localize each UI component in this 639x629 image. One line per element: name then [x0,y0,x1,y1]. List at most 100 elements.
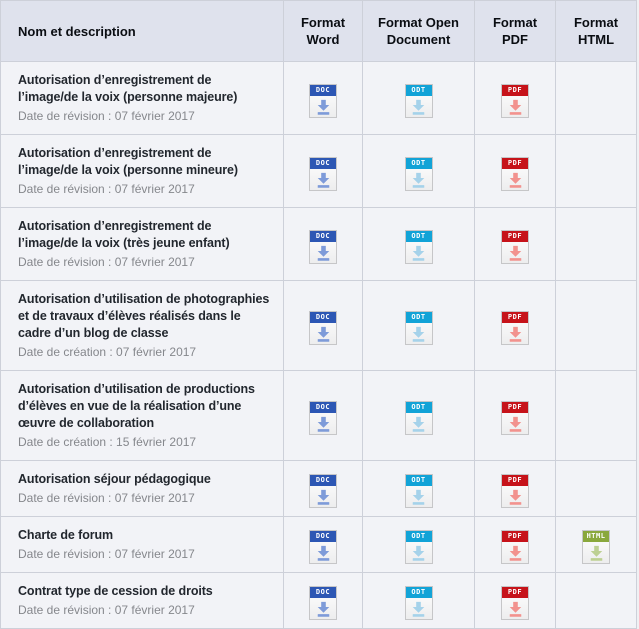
odt-badge: ODT [405,587,432,598]
cell-format-word: DOC [283,516,363,573]
odt-badge: ODT [405,84,432,96]
download-odt-icon[interactable]: ODT [404,401,433,435]
download-arrow-icon [412,416,425,432]
doc-badge: DOC [310,230,336,242]
table-row: Charte de forum Date de révision : 07 fé… [0,516,637,573]
download-pdf-icon[interactable]: PDF [501,83,529,118]
table-row: Contrat type de cession de droits Date d… [0,572,637,629]
document-title: Autorisation d’utilisation de photograph… [18,292,270,340]
document-date: Date de révision : 07 février 2017 [18,603,195,617]
download-doc-icon[interactable]: DOC [309,401,337,435]
cell-format-word: DOC [283,61,363,135]
download-odt-icon[interactable]: ODT [404,474,433,508]
document-name-cell: Autorisation d’utilisation de photograph… [0,280,284,371]
document-name-cell: Contrat type de cession de droits Date d… [0,572,284,629]
download-doc-icon[interactable]: DOC [309,474,337,508]
download-doc-icon[interactable]: DOC [309,311,337,345]
download-arrow-icon [412,172,425,188]
table-row: Autorisation d’enregistrement de l’image… [0,207,637,281]
document-date: Date de création : 15 février 2017 [18,435,197,449]
download-odt-icon[interactable]: ODT [404,586,433,620]
column-header-open-document: Format Open Document [362,0,475,62]
document-date: Date de révision : 07 février 2017 [18,182,195,196]
download-html-icon[interactable]: HTML [582,530,610,564]
download-doc-icon[interactable]: DOC [309,586,337,620]
download-doc-icon[interactable]: DOC [309,156,337,191]
doc-badge: DOC [310,84,336,96]
download-doc-icon[interactable]: DOC [309,83,337,118]
download-arrow-icon [317,326,329,342]
download-pdf-icon[interactable]: PDF [501,474,529,508]
download-arrow-icon [317,601,329,617]
download-odt-icon[interactable]: ODT [404,530,433,564]
document-title: Charte de forum [18,528,114,542]
pdf-badge: PDF [502,531,528,542]
download-arrow-icon [317,489,329,505]
document-title: Contrat type de cession de droits [18,584,213,598]
document-date: Date de création : 07 février 2017 [18,345,197,359]
download-arrow-icon [509,489,521,505]
download-pdf-icon[interactable]: PDF [501,401,529,435]
odt-badge: ODT [405,402,432,413]
document-name-cell: Charte de forum Date de révision : 07 fé… [0,516,284,573]
download-arrow-icon [509,245,521,261]
document-date: Date de révision : 07 février 2017 [18,255,195,269]
header-row: Nom et description Format Word Format Op… [0,0,637,62]
pdf-badge: PDF [502,475,528,486]
table-row: Autorisation d’enregistrement de l’image… [0,134,637,208]
download-arrow-icon [412,545,425,561]
download-arrow-icon [509,601,521,617]
download-arrow-icon [412,245,425,261]
download-pdf-icon[interactable]: PDF [501,311,529,345]
document-name-cell: Autorisation séjour pédagogique Date de … [0,460,284,517]
cell-format-word: DOC [283,207,363,281]
cell-format-odt: ODT [362,370,475,461]
cell-format-pdf: PDF [474,61,556,135]
document-name-cell: Autorisation d’enregistrement de l’image… [0,207,284,281]
download-arrow-icon [412,601,425,617]
cell-format-odt: ODT [362,207,475,281]
download-arrow-icon [509,99,521,115]
document-date: Date de révision : 07 février 2017 [18,547,195,561]
column-header-name: Nom et description [0,0,284,62]
table-row: Autorisation d’utilisation de photograph… [0,280,637,371]
download-odt-icon[interactable]: ODT [404,156,433,191]
download-arrow-icon [317,99,329,115]
download-pdf-icon[interactable]: PDF [501,530,529,564]
doc-badge: DOC [310,587,336,598]
download-odt-icon[interactable]: ODT [404,229,433,264]
pdf-badge: PDF [502,84,528,96]
doc-badge: DOC [310,312,336,323]
cell-format-word: DOC [283,280,363,371]
download-odt-icon[interactable]: ODT [404,311,433,345]
doc-badge: DOC [310,531,336,542]
download-odt-icon[interactable]: ODT [404,83,433,118]
download-arrow-icon [509,172,521,188]
document-date: Date de révision : 07 février 2017 [18,491,195,505]
document-title: Autorisation d’enregistrement de l’image… [18,146,238,177]
cell-format-word: DOC [283,370,363,461]
document-date: Date de révision : 07 février 2017 [18,109,195,123]
download-doc-icon[interactable]: DOC [309,229,337,264]
column-header-word: Format Word [283,0,363,62]
cell-format-html [555,370,637,461]
pdf-badge: PDF [502,157,528,169]
download-pdf-icon[interactable]: PDF [501,156,529,191]
pdf-badge: PDF [502,587,528,598]
download-arrow-icon [317,545,329,561]
download-doc-icon[interactable]: DOC [309,530,337,564]
download-arrow-icon [590,545,602,561]
pdf-badge: PDF [502,230,528,242]
pdf-badge: PDF [502,312,528,323]
cell-format-html [555,207,637,281]
cell-format-pdf: PDF [474,134,556,208]
column-header-pdf: Format PDF [474,0,556,62]
cell-format-html [555,61,637,135]
cell-format-odt: ODT [362,61,475,135]
cell-format-odt: ODT [362,516,475,573]
download-arrow-icon [317,172,329,188]
download-pdf-icon[interactable]: PDF [501,586,529,620]
document-title: Autorisation séjour pédagogique [18,472,211,486]
column-header-html: Format HTML [555,0,637,62]
download-pdf-icon[interactable]: PDF [501,229,529,264]
